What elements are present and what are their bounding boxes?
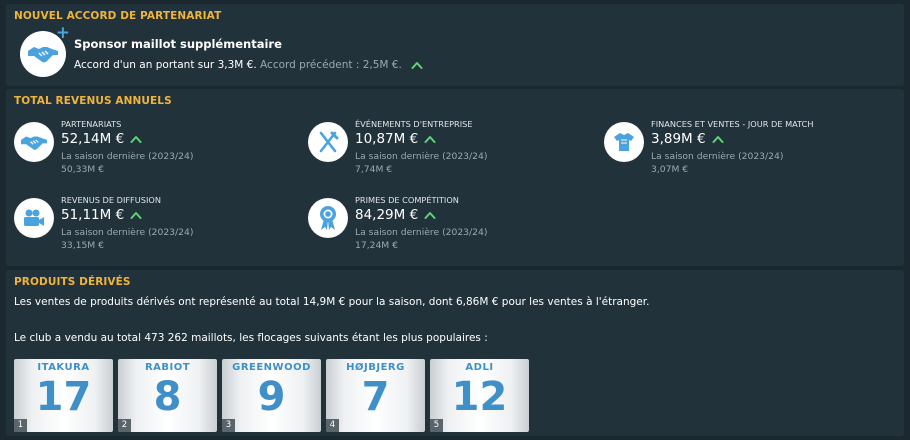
revenue-value: 51,11M €: [61, 207, 142, 223]
revenue-item-competition-prizes: PRIMES DE COMPÉTITION 84,29M € La saison…: [308, 195, 568, 257]
revenue-item-matchday: FINANCES ET VENTES - JOUR DE MATCH 3,89M…: [604, 119, 864, 181]
revenue-label: REVENUS DE DIFFUSION: [61, 195, 161, 205]
revenue-label: ÉVÉNEMENTS D'ENTREPRISE: [355, 119, 473, 129]
shirt-player-name: ADLI: [465, 362, 494, 373]
deal-text: Accord d'un an portant sur 3,3M €.: [74, 59, 257, 71]
deal-text-line: Accord d'un an portant sur 3,3M €. Accor…: [74, 59, 423, 71]
last-season-label: La saison dernière (2023/24): [355, 151, 488, 162]
shirt-rank: 2: [118, 419, 131, 432]
trend-up-icon: [411, 62, 423, 69]
previous-deal-text: Accord précédent : 2,5M €.: [260, 59, 402, 71]
trend-up-icon: [424, 212, 436, 219]
merchandise-panel: PRODUITS DÉRIVÉS Les ventes de produits …: [6, 270, 904, 436]
last-season-label: La saison dernière (2023/24): [355, 227, 488, 238]
shirt-rank: 1: [14, 419, 27, 432]
last-season-value: 50,33M €: [61, 164, 104, 175]
shirt-number: 7: [361, 374, 390, 420]
merchandise-title: PRODUITS DÉRIVÉS: [14, 276, 131, 288]
shirt-icon: [604, 122, 644, 162]
new-partnership-panel: NOUVEL ACCORD DE PARTENARIAT + Sponsor m…: [6, 4, 904, 86]
plus-icon: +: [55, 23, 70, 43]
last-season-value: 7,74M €: [355, 164, 393, 175]
popular-shirt[interactable]: RABIOT 8 2: [118, 359, 217, 432]
revenue-label: PRIMES DE COMPÉTITION: [355, 195, 459, 205]
popular-shirt[interactable]: ITAKURA 17 1: [14, 359, 113, 432]
revenue-label: PARTENARIATS: [61, 119, 122, 129]
trend-up-icon: [424, 136, 436, 143]
shirt-number: 12: [451, 374, 508, 420]
merch-sales-text: Les ventes de produits dérivés ont repré…: [14, 296, 650, 308]
shirt-rank: 3: [222, 419, 235, 432]
revenue-value: 3,89M €: [651, 131, 724, 147]
last-season-label: La saison dernière (2023/24): [61, 151, 194, 162]
trend-up-icon: [130, 212, 142, 219]
shirt-rank: 5: [430, 419, 443, 432]
shirt-rank: 4: [326, 419, 339, 432]
handshake-plus-icon: +: [20, 25, 70, 77]
revenue-label: FINANCES ET VENTES - JOUR DE MATCH: [651, 119, 814, 129]
popular-shirt[interactable]: ADLI 12 5: [430, 359, 529, 432]
shirt-number: 9: [257, 374, 286, 420]
shirt-player-name: RABIOT: [144, 362, 191, 373]
shirt-number: 8: [153, 374, 182, 420]
popular-shirt[interactable]: GREENWOOD 9 3: [222, 359, 321, 432]
revenue-item-partnerships: PARTENARIATS 52,14M € La saison dernière…: [14, 119, 274, 181]
revenue-item-corporate-events: ÉVÉNEMENTS D'ENTREPRISE 10,87M € La sais…: [308, 119, 568, 181]
last-season-value: 3,07M €: [651, 164, 689, 175]
shirt-number: 17: [35, 374, 92, 420]
revenue-item-broadcasting: REVENUS DE DIFFUSION 51,11M € La saison …: [14, 195, 274, 257]
last-season-label: La saison dernière (2023/24): [651, 151, 784, 162]
trend-up-icon: [130, 136, 142, 143]
deal-title: Sponsor maillot supplémentaire: [74, 37, 282, 51]
new-partnership-title: NOUVEL ACCORD DE PARTENARIAT: [14, 10, 222, 22]
revenue-value: 10,87M €: [355, 131, 436, 147]
annual-revenue-title: TOTAL REVENUS ANNUELS: [14, 95, 172, 107]
fork-knife-icon: [308, 122, 348, 162]
revenue-value: 84,29M €: [355, 207, 436, 223]
revenue-value: 52,14M €: [61, 131, 142, 147]
last-season-value: 33,15M €: [61, 240, 104, 251]
shirt-player-name: HØJBJERG: [346, 362, 405, 373]
last-season-label: La saison dernière (2023/24): [61, 227, 194, 238]
award-ribbon-icon: [308, 198, 348, 238]
shirts-sold-text: Le club a vendu au total 473 262 maillot…: [14, 332, 488, 344]
video-camera-icon: [14, 198, 54, 238]
shirt-player-name: ITAKURA: [37, 362, 90, 373]
popular-shirt[interactable]: HØJBJERG 7 4: [326, 359, 425, 432]
annual-revenue-panel: TOTAL REVENUS ANNUELS PARTENARIATS 52,14…: [6, 89, 904, 266]
shirt-player-name: GREENWOOD: [232, 362, 311, 373]
trend-up-icon: [712, 136, 724, 143]
handshake-icon: [14, 122, 54, 162]
last-season-value: 17,24M €: [355, 240, 398, 251]
